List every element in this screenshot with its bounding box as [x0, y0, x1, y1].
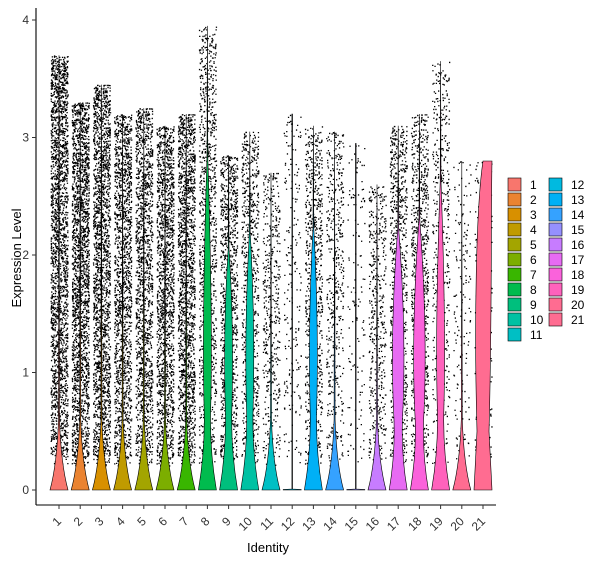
x-tick-label: 7 [177, 514, 192, 529]
violin-6 [155, 125, 175, 491]
legend-label-7: 7 [530, 268, 537, 282]
jitter-points [50, 26, 493, 467]
x-tick-label: 16 [363, 514, 383, 534]
violin-12 [282, 113, 302, 491]
violin-20 [452, 160, 472, 491]
legend-label-17: 17 [571, 253, 585, 267]
violin-1 [49, 55, 69, 491]
y-tick-label: 0 [22, 483, 29, 497]
violin-3 [92, 84, 111, 491]
violin-10 [240, 131, 260, 491]
legend-key-16 [548, 237, 563, 252]
violin-2 [70, 102, 90, 491]
x-tick-label: 4 [113, 514, 128, 529]
legend-label-9: 9 [530, 298, 537, 312]
legend-label-18: 18 [571, 268, 585, 282]
violin-4 [113, 113, 132, 491]
x-tick-label: 17 [384, 514, 404, 534]
legend-key-4 [507, 222, 522, 237]
violin-5 [134, 108, 154, 491]
violin-16 [367, 184, 387, 491]
y-axis-title: Expression Level [9, 208, 24, 307]
legend-label-15: 15 [571, 223, 585, 237]
legend-label-1: 1 [530, 178, 537, 192]
x-tick-label: 15 [342, 514, 362, 534]
x-tick-label: 3 [92, 514, 107, 529]
legend-key-20 [548, 297, 563, 312]
legend-key-10 [507, 312, 522, 327]
legend-label-14: 14 [571, 208, 585, 222]
y-tick-label: 4 [22, 13, 29, 27]
legend-key-17 [548, 252, 563, 267]
expression-points [50, 26, 493, 467]
x-tick-label: 13 [299, 514, 319, 534]
violin-18 [410, 113, 429, 491]
violin-19 [431, 61, 450, 491]
legend-label-20: 20 [571, 298, 585, 312]
legend-label-11: 11 [530, 328, 543, 342]
legend-key-5 [507, 237, 522, 252]
x-tick-label: 8 [198, 514, 213, 529]
legend-key-3 [507, 207, 522, 222]
violins [49, 25, 493, 491]
violin-7 [176, 113, 196, 491]
x-tick-label: 2 [71, 514, 86, 529]
x-tick-label: 1 [49, 514, 64, 529]
violin-11 [261, 172, 281, 491]
x-ticks: 1 2 3 4 5 6 7 8 9 10 11 12 13 14 15 16 17 18 19 20 21 [49, 505, 488, 534]
legend-label-8: 8 [530, 283, 537, 297]
violin-14 [325, 131, 344, 491]
x-tick-label: 14 [320, 514, 340, 534]
violin-9 [219, 155, 238, 491]
violin-15 [346, 143, 366, 491]
legend-label-2: 2 [530, 193, 537, 207]
x-axis-title: Identity [247, 540, 289, 555]
legend-key-8 [507, 282, 522, 297]
y-ticks: 0 1 2 3 4 [22, 13, 36, 497]
legend-key-2 [507, 192, 522, 207]
legend-key-7 [507, 267, 522, 282]
legend-key-14 [548, 207, 563, 222]
legend-label-5: 5 [530, 238, 537, 252]
legend-label-4: 4 [530, 223, 537, 237]
y-tick-label: 1 [22, 366, 29, 380]
violin-8 [198, 25, 217, 491]
legend-label-12: 12 [571, 178, 585, 192]
x-tick-label: 11 [257, 514, 276, 533]
legend-label-3: 3 [530, 208, 537, 222]
legend-key-12 [548, 177, 563, 192]
legend-key-9 [507, 297, 522, 312]
violin-17 [388, 125, 408, 491]
y-tick-label: 3 [22, 131, 29, 145]
y-tick-label: 2 [22, 248, 29, 262]
legend-label-10: 10 [530, 313, 544, 327]
violin-13 [304, 125, 323, 491]
legend-key-11 [507, 327, 522, 342]
x-tick-label: 9 [219, 514, 234, 529]
x-tick-label: 5 [134, 514, 149, 529]
legend-key-13 [548, 192, 563, 207]
x-tick-label: 10 [236, 514, 256, 534]
legend-key-21 [548, 312, 563, 327]
legend-key-18 [548, 267, 563, 282]
legend-label-13: 13 [571, 193, 585, 207]
x-tick-label: 12 [278, 514, 298, 534]
legend-label-19: 19 [571, 283, 585, 297]
legend-key-6 [507, 252, 522, 267]
x-tick-label: 20 [448, 514, 468, 534]
legend-label-6: 6 [530, 253, 537, 267]
x-tick-label: 21 [469, 514, 489, 534]
x-tick-label: 6 [155, 514, 170, 529]
legend-key-1 [507, 177, 522, 192]
x-tick-label: 18 [405, 514, 425, 534]
legend-label-21: 21 [571, 313, 585, 327]
legend-key-19 [548, 282, 563, 297]
legend-key-15 [548, 222, 563, 237]
violin-21 [473, 160, 493, 491]
x-tick-label: 19 [426, 514, 446, 534]
legend-label-16: 16 [571, 238, 585, 252]
